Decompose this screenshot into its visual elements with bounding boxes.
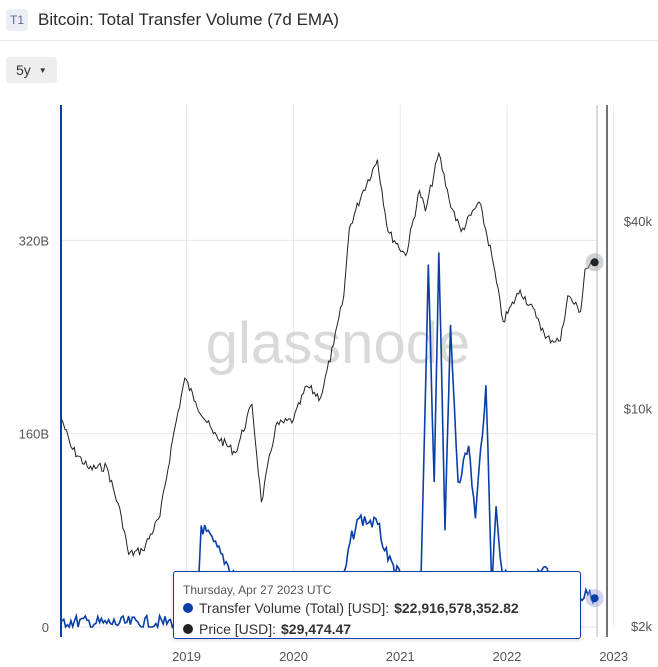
- tooltip-price-value: $29,474.47: [281, 621, 352, 637]
- volume-hover-marker: [590, 594, 599, 603]
- chart-title: Bitcoin: Total Transfer Volume (7d EMA): [38, 10, 340, 29]
- x-tick-label: 2021: [386, 649, 415, 664]
- tooltip-date: Thursday, Apr 27 2023 UTC: [183, 583, 332, 597]
- series-layer: [61, 151, 596, 630]
- price-hover-marker: [590, 258, 599, 267]
- tooltip-price-label: Price [USD]:: [199, 621, 277, 637]
- chart-badge: T1: [6, 9, 28, 31]
- y-left-tick-label: 320B: [19, 233, 49, 248]
- price-series-line: [61, 151, 596, 557]
- y-right-tick-label: $10k: [624, 401, 653, 416]
- y-left-tick-label: 0: [42, 620, 49, 635]
- tooltip-volume-label: Transfer Volume (Total) [USD]:: [199, 600, 390, 616]
- x-tick-label: 2022: [492, 649, 521, 664]
- x-tick-label: 2023: [599, 649, 628, 664]
- time-range-label: 5y: [16, 62, 31, 78]
- hover-tooltip: Thursday, Apr 27 2023 UTC Transfer Volum…: [173, 571, 581, 639]
- axes: 0 160B 320B $2k $10k $40k 2019 2020 2021 2022 2023: [19, 105, 653, 664]
- price-dot-icon: [183, 624, 193, 634]
- chart-header: T1 Bitcoin: Total Transfer Volume (7d EM…: [0, 0, 658, 41]
- time-range-dropdown[interactable]: 5y ▼: [6, 57, 57, 83]
- x-tick-label: 2019: [172, 649, 201, 664]
- tooltip-volume-row: Transfer Volume (Total) [USD]: $22,916,5…: [183, 600, 519, 616]
- y-right-tick-label: $40k: [624, 214, 653, 229]
- volume-dot-icon: [183, 603, 193, 613]
- tooltip-volume-value: $22,916,578,352.82: [394, 600, 519, 616]
- tooltip-price-row: Price [USD]: $29,474.47: [183, 621, 351, 637]
- chevron-down-icon: ▼: [38, 65, 47, 75]
- y-left-tick-label: 160B: [19, 427, 49, 442]
- hover-markers: [585, 253, 604, 608]
- x-tick-label: 2020: [279, 649, 308, 664]
- y-right-tick-label: $2k: [631, 619, 652, 634]
- gridlines: [62, 105, 615, 628]
